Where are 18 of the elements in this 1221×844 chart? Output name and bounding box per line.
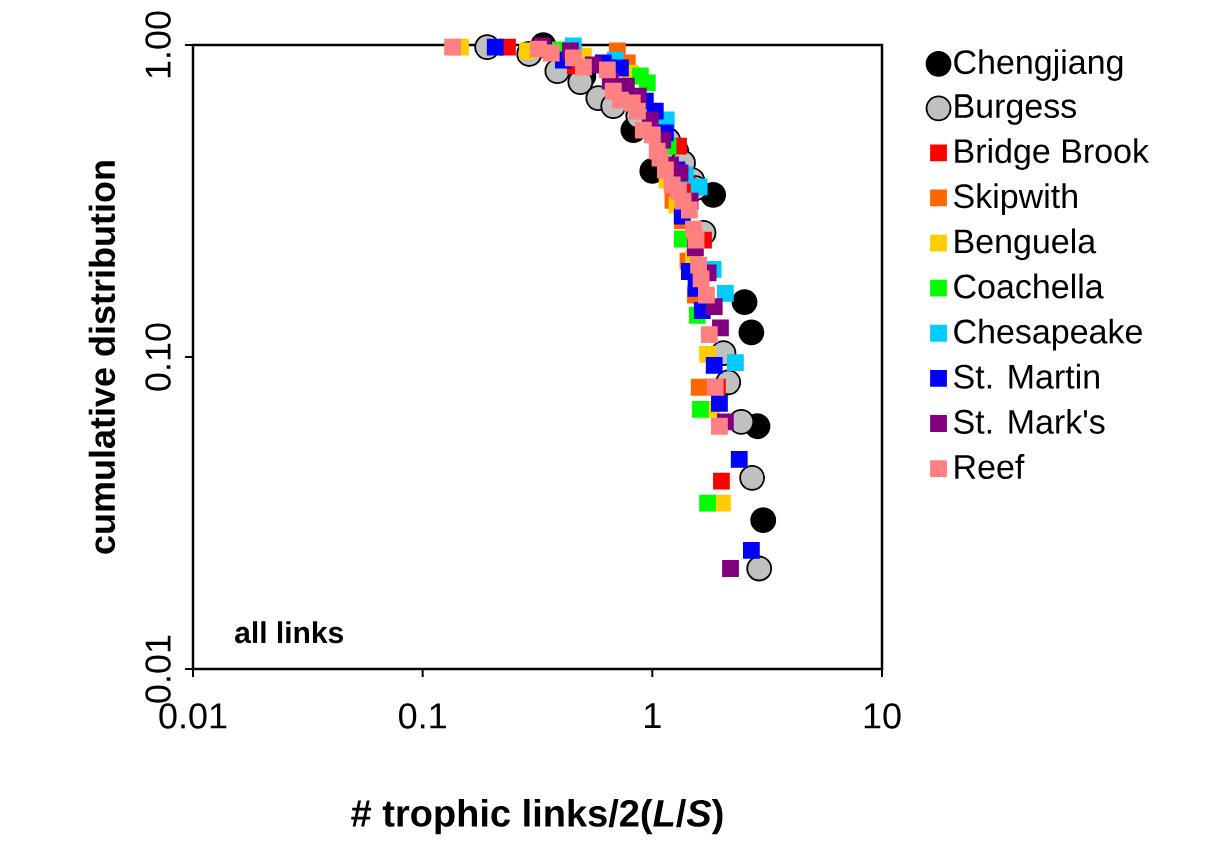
x-tick-label: 1: [645, 703, 661, 728]
annotation: all links: [235, 621, 344, 644]
x-axis-title: # trophic links/2(L/S): [351, 798, 723, 835]
legend-label: Chengjiang: [954, 49, 1123, 81]
legend-label: Benguela: [955, 228, 1097, 261]
legend-label: Bridge Brook: [955, 138, 1150, 170]
legend-label: St. Martin: [954, 363, 1099, 389]
legend-label: St. Mark's: [954, 408, 1105, 434]
x-tick-label: 0.1: [399, 703, 446, 729]
legend-label: Chesapeake: [954, 318, 1142, 351]
y-tick-label: 0.10: [145, 323, 171, 391]
legend-label: Reef: [955, 453, 1025, 479]
legend-label: Skipwith: [954, 183, 1077, 215]
y-axis-title: cumulative distribution: [88, 161, 116, 554]
legend-label: Coachella: [954, 273, 1104, 299]
legend-label: Burgess: [955, 94, 1076, 125]
x-tick-label: 10: [864, 703, 901, 729]
y-tick-label: 1.00: [145, 11, 171, 78]
